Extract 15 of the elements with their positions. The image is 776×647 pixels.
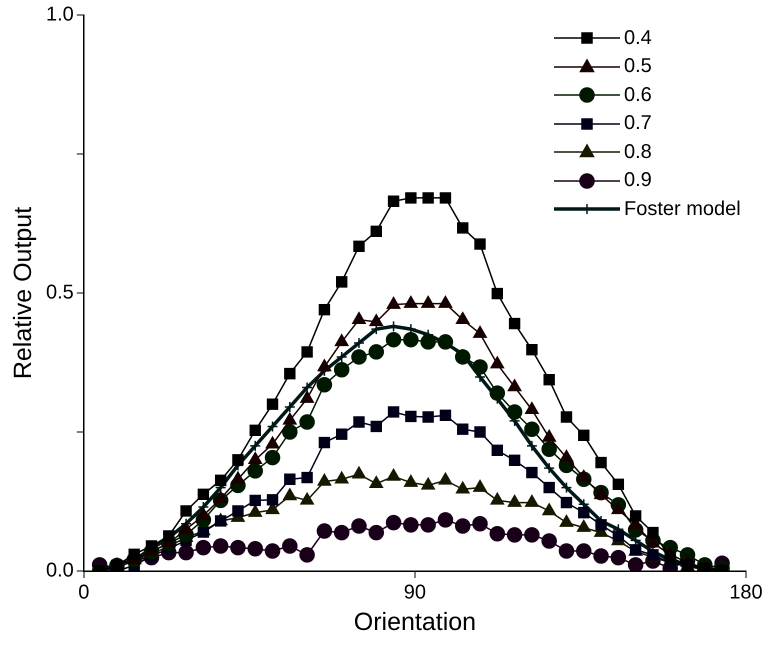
x-axis-title: Orientation <box>354 608 476 636</box>
y-axis-title: Relative Output <box>8 206 37 380</box>
x-tick-label: 0 <box>78 582 90 604</box>
y-tick-label: 0.0 <box>46 560 74 582</box>
legend-label: 0.4 <box>624 26 652 50</box>
y-tick-label: 0.5 <box>46 282 74 304</box>
legend-label: 0.6 <box>624 84 652 107</box>
legend-label: 0.7 <box>624 112 652 136</box>
legend-label: 0.5 <box>624 55 652 78</box>
legend-label: 0.8 <box>624 140 652 164</box>
x-tick-label: 90 <box>404 582 426 604</box>
y-tick-label: 1.0 <box>46 4 74 26</box>
x-tick-label: 180 <box>729 582 763 604</box>
legend-label: Foster model <box>624 198 741 221</box>
legend-label: 0.9 <box>624 169 652 192</box>
